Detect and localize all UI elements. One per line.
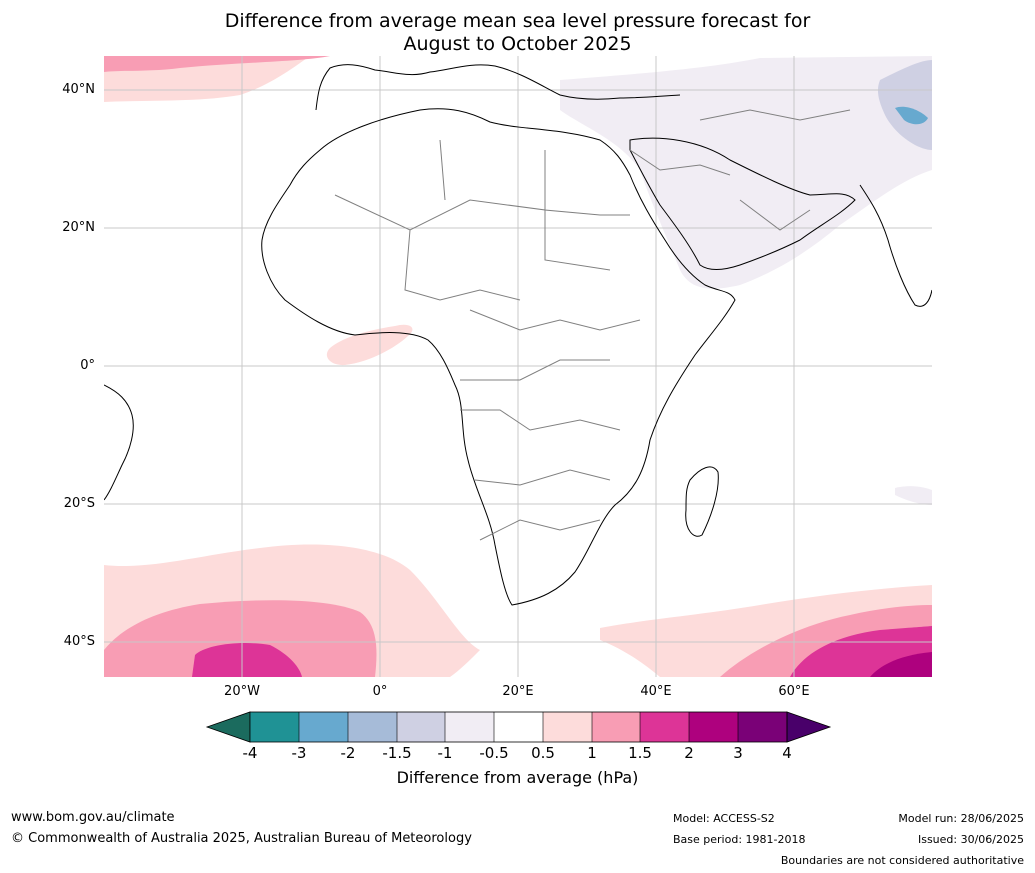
colorbar-tick: 2: [684, 744, 694, 762]
colorbar-tick: 1: [587, 744, 597, 762]
colorbar-tick: -2: [340, 744, 356, 762]
lat-label-equator: 0°: [80, 358, 95, 373]
lat-label-40n: 40°N: [62, 82, 95, 97]
arabia-coastline: [629, 137, 856, 270]
south-america-coastline: [104, 384, 134, 501]
colorbar-bin: [397, 712, 445, 742]
colorbar-bin: [592, 712, 640, 742]
colorbar-outline: [249, 711, 788, 743]
anomaly-region-south-indian-peak: [870, 652, 932, 677]
lat-label-40s: 40°S: [63, 634, 95, 649]
india-coastline: [859, 184, 932, 307]
madagascar-coastline: [685, 466, 719, 537]
colorbar-extend-high: [786, 711, 832, 743]
lon-label-20w: 20°W: [224, 684, 260, 699]
footer-disclaimer: Boundaries are not considered authoritat…: [780, 854, 1024, 867]
colorbar-bin: [640, 712, 689, 742]
colorbar-tick: -1: [437, 744, 453, 762]
lon-label-40e: 40°E: [640, 684, 672, 699]
colorbar-bin: [494, 712, 543, 742]
colorbar-bin: [299, 712, 348, 742]
colorbar: [205, 711, 832, 743]
colorbar-extend-low: [205, 711, 251, 743]
europe-coastline: [315, 64, 681, 111]
colorbar-bin: [543, 712, 592, 742]
colorbar-tick: 3: [733, 744, 743, 762]
anomaly-region-central-asia: [877, 60, 932, 150]
title-line-2: August to October 2025: [403, 33, 632, 55]
footer-issued: Issued: 30/06/2025: [917, 833, 1024, 846]
anomaly-region-indian-ocean-east: [895, 486, 932, 505]
lat-label-20s: 20°S: [63, 496, 95, 511]
colorbar-bin: [445, 712, 494, 742]
anomaly-region-gulf-guinea: [326, 324, 413, 366]
colorbar-tick: 4: [782, 744, 792, 762]
lon-label-20e: 20°E: [502, 684, 534, 699]
colorbar-tick: -3: [291, 744, 307, 762]
lat-label-20n: 20°N: [62, 220, 95, 235]
colorbar-bin: [689, 712, 738, 742]
colorbar-bin: [250, 712, 299, 742]
colorbar-bin: [738, 712, 787, 742]
footer-url: www.bom.gov.au/climate: [11, 810, 175, 825]
country-borders: [334, 109, 851, 541]
anomaly-region-tibet: [895, 106, 928, 125]
title-line-1: Difference from average mean sea level p…: [224, 10, 811, 32]
footer-model-run: Model run: 28/06/2025: [898, 812, 1024, 825]
lon-label-0: 0°: [372, 684, 388, 699]
colorbar-tick: -0.5: [479, 744, 509, 762]
anomaly-region-south-atlantic-core: [192, 643, 302, 677]
colorbar-tick: -1.5: [382, 744, 412, 762]
lon-label-60e: 60°E: [778, 684, 810, 699]
footer-model: Model: ACCESS-S2: [673, 812, 775, 825]
footer-copyright: © Commonwealth of Australia 2025, Austra…: [11, 831, 472, 846]
colorbar-label: Difference from average (hPa): [396, 768, 639, 787]
graticule: [104, 56, 932, 677]
anomaly-region-south-atlantic-mid: [104, 600, 377, 677]
colorbar-tick: -4: [242, 744, 258, 762]
footer-base-period: Base period: 1981-2018: [673, 833, 806, 846]
colorbar-bin: [348, 712, 397, 742]
anomaly-region-north-atlantic-core: [104, 56, 330, 72]
colorbar-tick: 1.5: [628, 744, 652, 762]
map-title: Difference from average mean sea level p…: [0, 10, 1035, 56]
colorbar-tick: 0.5: [531, 744, 555, 762]
africa-coastline: [261, 108, 736, 606]
anomaly-region-middle-east: [560, 56, 932, 289]
